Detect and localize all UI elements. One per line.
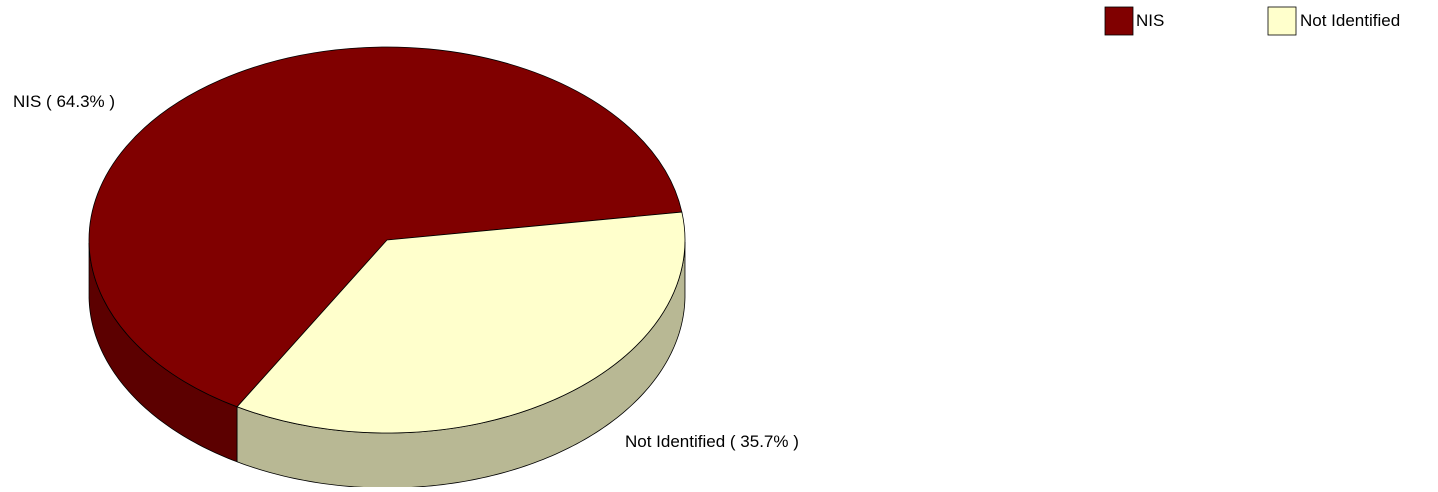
legend: NIS Not Identified (1104, 6, 1400, 36)
pie-label-layer: NIS ( 64.3% ) Not Identified ( 35.7% ) (13, 92, 799, 451)
data-label-nis: NIS ( 64.3% ) (13, 92, 115, 111)
legend-label-not-identified: Not Identified (1300, 11, 1400, 30)
data-label-not-identified: Not Identified ( 35.7% ) (625, 432, 799, 451)
pie-slice-nis (88, 46, 683, 408)
legend-swatch-nis (1104, 6, 1134, 36)
legend-label-nis: NIS (1136, 11, 1164, 30)
legend-swatch-not-identified (1267, 6, 1297, 36)
pie-top-layer (88, 46, 686, 434)
pie-slice-not-identified (236, 211, 686, 434)
